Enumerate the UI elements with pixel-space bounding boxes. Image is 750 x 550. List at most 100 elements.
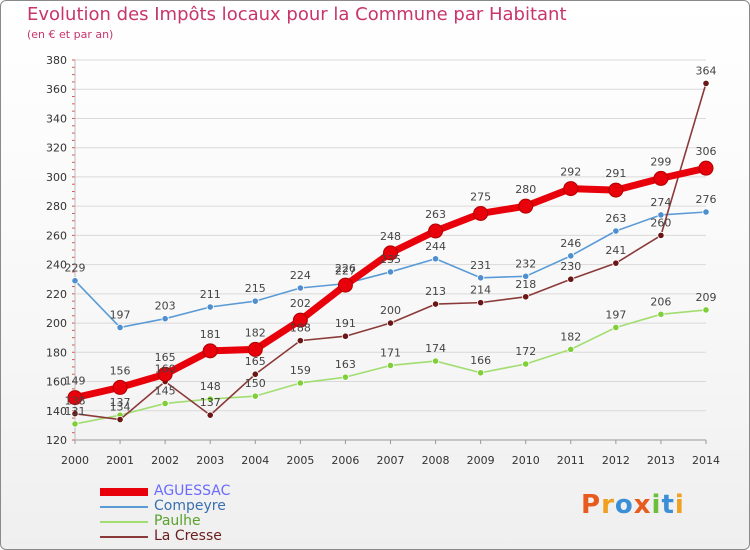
logo-letter: o — [614, 490, 634, 520]
data-point-aguessac-2007 — [383, 245, 398, 261]
data-label-paulhe-2013: 206 — [650, 295, 671, 308]
x-tick-label-2008: 2008 — [422, 454, 450, 467]
x-tick-label-2009: 2009 — [467, 454, 495, 467]
data-label-compeyre-2013: 274 — [650, 196, 671, 209]
x-tick-label-2012: 2012 — [602, 454, 630, 467]
legend-label-la-cresse: La Cresse — [154, 528, 222, 544]
data-label-compeyre-2000: 229 — [65, 262, 86, 275]
data-point-compeyre-2013 — [657, 211, 665, 219]
data-label-compeyre-2004: 215 — [245, 282, 266, 295]
data-label-la-cresse-2011: 230 — [560, 260, 581, 273]
y-tick-label-260: 260 — [46, 229, 67, 242]
data-point-aguessac-2002 — [157, 366, 173, 382]
logo-letter: x — [633, 490, 652, 520]
y-tick-label-380: 380 — [46, 54, 67, 67]
data-point-la-cresse-2008 — [431, 300, 440, 308]
data-point-aguessac-2006 — [337, 277, 353, 293]
data-point-la-cresse-2007 — [386, 319, 395, 327]
data-point-paulhe-2014 — [702, 306, 710, 314]
x-tick-label-2001: 2001 — [106, 454, 134, 467]
x-tick-label-2002: 2002 — [151, 454, 179, 467]
x-tick-label-2004: 2004 — [241, 454, 269, 467]
data-point-compeyre-2014 — [702, 208, 710, 216]
proxiti-logo: Proxiti — [581, 490, 685, 520]
data-label-aguessac-2002: 165 — [155, 351, 176, 364]
data-label-compeyre-2014: 276 — [696, 193, 717, 206]
x-tick-label-2003: 2003 — [196, 454, 224, 467]
logo-letter: i — [651, 490, 662, 520]
data-point-paulhe-2002 — [161, 399, 169, 408]
data-point-compeyre-2005 — [296, 284, 304, 292]
data-label-compeyre-2006: 227 — [335, 265, 356, 278]
data-point-aguessac-2014 — [698, 160, 714, 176]
data-label-paulhe-2007: 171 — [380, 346, 401, 359]
data-point-paulhe-2009 — [477, 369, 485, 377]
y-tick-label-220: 220 — [46, 288, 67, 301]
data-label-aguessac-2009: 275 — [470, 190, 491, 203]
data-point-aguessac-2004 — [247, 341, 263, 357]
data-point-compeyre-2003 — [206, 303, 214, 311]
data-label-aguessac-2004: 182 — [245, 326, 266, 339]
data-point-la-cresse-2003 — [206, 411, 214, 419]
data-point-aguessac-2010 — [518, 198, 534, 214]
y-tick-label-360: 360 — [46, 83, 67, 96]
x-tick-label-2010: 2010 — [512, 454, 540, 467]
data-point-paulhe-2005 — [296, 379, 304, 387]
legend-swatch-aguessac — [100, 488, 148, 496]
legend-swatch-compeyre — [100, 506, 148, 508]
data-label-la-cresse-2003: 137 — [200, 396, 221, 409]
data-label-paulhe-2011: 182 — [560, 330, 581, 343]
data-point-aguessac-2008 — [428, 223, 444, 239]
y-tick-label-180: 180 — [46, 346, 67, 359]
data-label-la-cresse-2004: 165 — [245, 355, 266, 368]
legend-label-aguessac: AGUESSAC — [154, 483, 231, 499]
data-point-paulhe-2010 — [522, 360, 530, 368]
data-label-aguessac-2008: 263 — [425, 208, 446, 221]
data-point-la-cresse-2013 — [657, 231, 665, 239]
chart-subtitle: (en € et par an) — [27, 28, 114, 41]
logo-letter: P — [581, 490, 602, 520]
data-point-aguessac-2012 — [608, 182, 624, 198]
data-point-aguessac-2009 — [473, 205, 489, 221]
data-point-compeyre-2000 — [71, 277, 79, 285]
data-label-paulhe-2006: 163 — [335, 358, 356, 371]
data-point-la-cresse-2009 — [477, 299, 485, 307]
data-point-paulhe-2006 — [341, 373, 350, 381]
data-point-aguessac-2000 — [67, 390, 83, 406]
data-label-aguessac-2005: 202 — [290, 297, 311, 310]
y-tick-label-160: 160 — [46, 376, 67, 389]
data-point-aguessac-2005 — [292, 312, 308, 328]
data-label-compeyre-2010: 232 — [515, 257, 536, 270]
data-point-compeyre-2009 — [477, 274, 485, 282]
data-label-paulhe-2014: 209 — [696, 291, 717, 304]
data-label-la-cresse-2009: 214 — [470, 284, 491, 297]
y-tick-label-340: 340 — [46, 112, 67, 125]
data-label-paulhe-2003: 148 — [200, 380, 221, 393]
data-point-compeyre-2011 — [567, 252, 575, 260]
data-point-compeyre-2001 — [116, 323, 124, 332]
data-label-la-cresse-2005: 188 — [290, 322, 311, 335]
data-label-aguessac-2013: 299 — [650, 155, 671, 168]
data-point-la-cresse-2010 — [522, 293, 530, 301]
data-point-paulhe-2008 — [431, 357, 440, 365]
x-tick-label-2007: 2007 — [377, 454, 405, 467]
data-point-compeyre-2007 — [386, 268, 395, 276]
data-label-compeyre-2007: 235 — [380, 253, 401, 266]
logo-letter: r — [601, 490, 615, 520]
y-tick-label-140: 140 — [46, 405, 67, 418]
data-label-la-cresse-2006: 191 — [335, 317, 356, 330]
data-point-aguessac-2013 — [653, 170, 669, 186]
data-label-paulhe-2010: 172 — [515, 345, 536, 358]
data-label-compeyre-2011: 246 — [560, 237, 581, 250]
data-point-paulhe-2000 — [71, 420, 79, 428]
legend-item-aguessac: AGUESSAC — [98, 484, 338, 499]
data-label-paulhe-2009: 166 — [470, 354, 491, 367]
data-point-la-cresse-2004 — [251, 370, 259, 378]
data-point-la-cresse-2001 — [116, 415, 124, 424]
legend-label-compeyre: Compeyre — [154, 498, 226, 514]
y-tick-label-300: 300 — [46, 171, 67, 184]
data-point-compeyre-2012 — [612, 227, 620, 235]
data-label-compeyre-2003: 211 — [200, 288, 221, 301]
data-label-la-cresse-2002: 160 — [155, 363, 176, 376]
